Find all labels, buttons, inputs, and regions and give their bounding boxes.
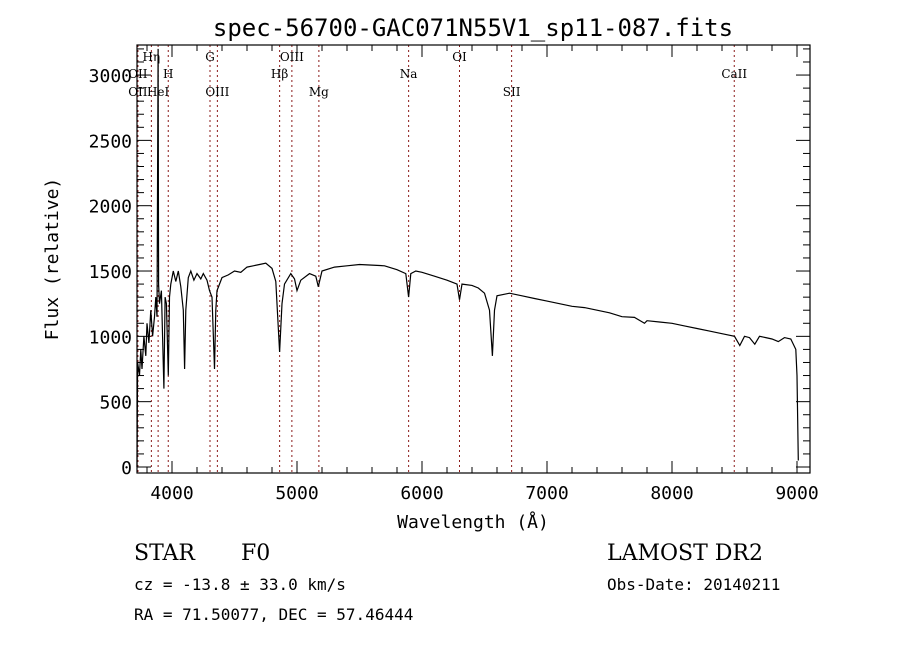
plot-frame: [136, 44, 811, 474]
redshift-cz: cz = -13.8 ± 33.0 km/s: [134, 575, 346, 594]
x-tick-label: 9000: [775, 483, 818, 504]
y-tick-label: 0: [121, 458, 132, 479]
x-axis-label: Wavelength (Å): [397, 511, 549, 533]
x-tick-label: 7000: [525, 483, 568, 504]
line-marker-label: OII: [128, 67, 148, 81]
line-marker-label: Hη: [143, 50, 161, 64]
x-tick-label: 4000: [150, 483, 193, 504]
x-tick-label: 8000: [650, 483, 693, 504]
line-marker-label: Na: [400, 67, 418, 81]
line-marker-label: Mg: [309, 85, 329, 99]
line-marker-label: G: [205, 50, 215, 64]
line-marker-label: Hβ: [271, 67, 288, 81]
y-tick-label: 2000: [89, 197, 132, 218]
line-marker-label: OII: [128, 85, 148, 99]
survey-name: LAMOST DR2: [607, 541, 763, 566]
y-tick-label: 1000: [89, 327, 132, 348]
y-tick-label: 3000: [89, 66, 132, 87]
y-tick-label: 2500: [89, 131, 132, 152]
spectrum-line: [136, 48, 799, 468]
obs-date: Obs-Date: 20140211: [607, 575, 780, 594]
y-tick-label: 500: [99, 393, 132, 414]
y-tick-label: 1500: [89, 262, 132, 283]
line-marker-label: SII: [503, 85, 521, 99]
line-marker-label: OI: [452, 50, 467, 64]
line-marker-label: OIII: [280, 50, 304, 64]
object-subclass: F0: [241, 541, 270, 566]
ra-dec: RA = 71.50077, DEC = 57.46444: [134, 605, 413, 624]
line-marker-label: OIII: [205, 85, 229, 99]
y-axis-label: Flux (relative): [42, 178, 63, 341]
x-tick-label: 6000: [400, 483, 443, 504]
line-marker-label: H: [163, 67, 173, 81]
line-marker-label: CaII: [721, 67, 747, 81]
x-tick-label: 5000: [275, 483, 318, 504]
chart-title: spec-56700-GAC071N55V1_sp11-087.fits: [213, 14, 733, 42]
object-class: STAR: [134, 541, 196, 566]
